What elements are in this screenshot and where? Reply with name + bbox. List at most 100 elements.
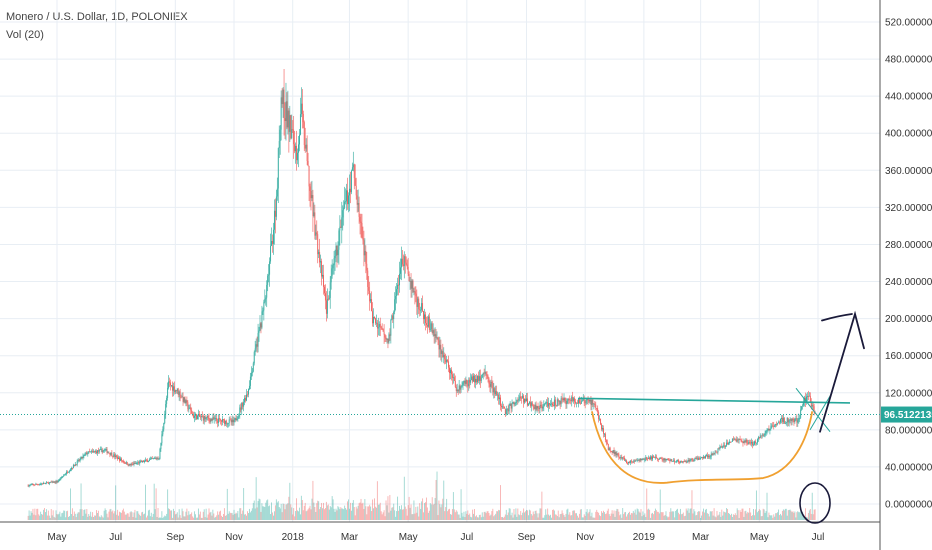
volume-bar [340, 507, 342, 520]
volume-bar [588, 511, 590, 520]
volume-bar [665, 511, 667, 520]
volume-bar [786, 515, 788, 520]
volume-bar [657, 511, 659, 520]
volume-bar [151, 516, 153, 520]
volume-bar [582, 517, 584, 520]
candle-body [723, 445, 725, 447]
volume-bar [377, 504, 379, 520]
volume-bar [730, 513, 732, 520]
volume-bar [103, 510, 105, 520]
candle-body [638, 460, 640, 461]
candle-body [47, 482, 49, 484]
candle-body [803, 401, 805, 406]
candle-body [250, 372, 252, 377]
candle-body [687, 459, 689, 462]
candle-body [175, 390, 177, 392]
volume-bar [223, 508, 225, 520]
volume-bar [608, 514, 610, 520]
volume-bar [510, 515, 512, 520]
candle-body [741, 441, 743, 442]
volume-bar [317, 500, 319, 520]
candle-body [285, 101, 287, 122]
volume-bar [441, 504, 443, 520]
volume-bar [742, 508, 744, 520]
volume-bar [798, 512, 800, 520]
volume-bar [70, 514, 72, 520]
volume-bar [343, 509, 345, 520]
candle-body [679, 462, 680, 464]
volume-bar [618, 511, 620, 520]
candle-body [115, 455, 117, 457]
candle-body [617, 453, 619, 455]
candle-body [317, 234, 319, 255]
volume-bar [693, 509, 695, 520]
volume-bar [192, 516, 194, 520]
candle-body [155, 458, 157, 460]
volume-bar [272, 512, 273, 520]
volume-bar [447, 511, 449, 520]
candle-body [732, 438, 734, 440]
volume-bar [593, 517, 595, 520]
volume-bar [123, 511, 125, 520]
volume-bar [384, 516, 386, 520]
volume-bar [541, 491, 543, 520]
candle-body [409, 280, 411, 282]
candle-body [812, 404, 814, 407]
candle-body [372, 311, 374, 324]
volume-bar [426, 507, 428, 520]
volume-bar [732, 514, 734, 520]
volume-bar [158, 517, 160, 520]
volume-bar [213, 513, 215, 520]
x-tick-label: 2018 [282, 532, 305, 543]
volume-bar [101, 516, 103, 520]
volume-bar [292, 514, 294, 520]
candle-body [491, 381, 493, 383]
volume-bar [459, 517, 461, 520]
volume-bar [809, 509, 811, 520]
candle-body [713, 453, 715, 455]
volume-bar [313, 502, 315, 520]
volume-bar [505, 509, 507, 520]
candle-body [756, 439, 758, 443]
volume-bar [417, 506, 419, 520]
candle-body [98, 449, 100, 452]
candle-body [214, 418, 216, 420]
candle-body [271, 240, 272, 246]
volume-bar [254, 508, 256, 520]
volume-bar [268, 506, 270, 520]
candle-body [545, 402, 547, 404]
volume-bar [627, 514, 628, 520]
volume-bar [404, 506, 406, 520]
candle-body [318, 251, 320, 255]
volume-bar [537, 517, 539, 520]
candle-body [92, 451, 94, 452]
candle-body [415, 293, 417, 296]
volume-bar [107, 517, 109, 520]
candle-body [551, 403, 552, 405]
volume-bar [290, 504, 292, 520]
volume-bar [95, 510, 97, 520]
pennant-line-upper [795, 387, 831, 433]
volume-bar [670, 508, 672, 520]
candle-body [407, 266, 409, 275]
candle-body [780, 418, 781, 423]
candle-body [564, 398, 566, 402]
candle-body [177, 388, 179, 395]
candle-body [635, 459, 637, 461]
volume-bar [224, 515, 226, 520]
candle-body [479, 376, 481, 381]
volume-bar [88, 514, 90, 520]
candle-body [579, 403, 581, 405]
candle-body [477, 375, 479, 381]
candle-body [148, 459, 150, 462]
volume-bar [433, 503, 435, 520]
candle-body [475, 378, 476, 383]
candle-body [28, 485, 30, 487]
candle-body [85, 452, 87, 455]
volume-bar [196, 517, 197, 520]
candle-body [680, 461, 682, 463]
candle-body [373, 316, 374, 324]
candle-body [171, 385, 172, 386]
candle-body [296, 145, 298, 161]
